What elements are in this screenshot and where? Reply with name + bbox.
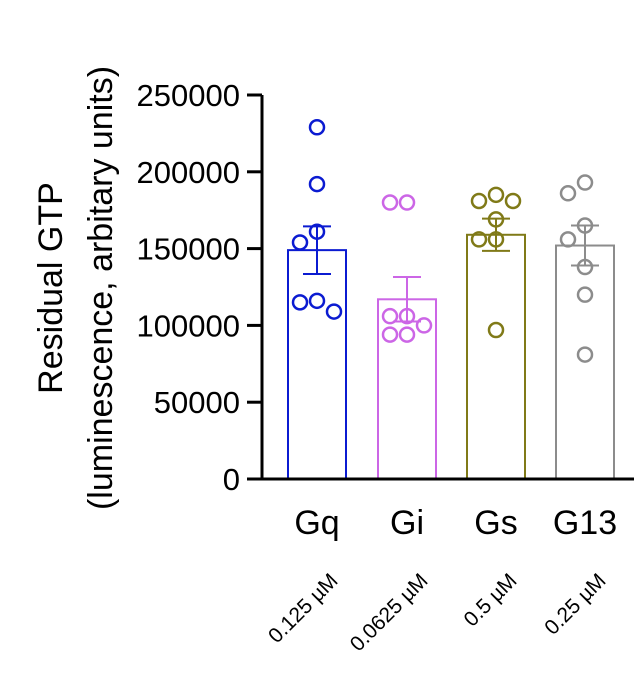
error-bars-group — [303, 217, 599, 323]
y-tick-label: 100000 — [137, 308, 240, 343]
data-point-gs — [470, 231, 488, 248]
x-axis: Gq 0.125 µM Gi 0.0625 µM Gs 0.5 µM G13 0.25 µM — [262, 477, 634, 656]
data-points-group — [291, 119, 594, 363]
data-point-gq — [308, 292, 326, 310]
concentration-label: 0.125 µM — [264, 569, 342, 647]
y-tick-label: 50000 — [154, 385, 240, 420]
concentration-label: 0.0625 µM — [346, 569, 433, 656]
data-point-g13 — [576, 174, 594, 191]
bar-gq — [287, 249, 347, 480]
y-axis: 0 50000 100000 150000 200000 250000 — [137, 78, 264, 497]
concentration-label: 0.25 µM — [540, 569, 610, 639]
data-point-g13 — [576, 286, 594, 303]
data-point-gs — [487, 186, 505, 204]
x-category-label: Gi — [390, 504, 424, 542]
data-point-gs — [487, 321, 505, 339]
x-category-label: Gs — [474, 504, 517, 542]
data-point-gi — [398, 326, 416, 343]
y-axis-title: Residual GTP (luminescence, arbitary uni… — [32, 66, 120, 510]
data-point-gi — [381, 326, 399, 343]
bar-gs — [466, 233, 526, 480]
data-point-gi — [398, 194, 416, 211]
x-category-label: G13 — [553, 504, 617, 542]
x-category-label: Gq — [294, 504, 339, 542]
data-point-gi — [381, 194, 399, 211]
data-point-gi — [381, 307, 399, 325]
y-axis-label-line2: (luminescence, arbitary units) — [82, 66, 120, 510]
data-point-gq — [308, 175, 326, 193]
data-point-gq — [308, 119, 326, 136]
data-point-g13 — [559, 185, 577, 202]
y-tick-label: 250000 — [137, 78, 240, 113]
data-point-gs — [487, 211, 505, 228]
concentration-label: 0.5 µM — [460, 569, 522, 631]
data-point-g13 — [576, 258, 594, 276]
bar-gi — [377, 298, 437, 480]
data-point-gs — [470, 192, 488, 210]
data-point-g13 — [559, 231, 577, 248]
data-point-gi — [415, 317, 433, 334]
bars-group — [287, 233, 615, 480]
data-point-gq — [291, 294, 309, 311]
y-tick-label: 200000 — [137, 155, 240, 190]
data-point-gs — [504, 192, 522, 210]
data-point-gq — [291, 234, 309, 251]
data-point-gq — [325, 303, 343, 320]
y-tick-label: 150000 — [137, 232, 240, 267]
y-tick-label: 0 — [223, 462, 240, 497]
data-point-gq — [308, 223, 326, 240]
data-point-gs — [487, 231, 505, 248]
data-point-g13 — [576, 346, 594, 363]
data-point-gi — [398, 307, 416, 325]
data-point-g13 — [576, 217, 594, 234]
y-axis-label-line1: Residual GTP — [32, 182, 70, 394]
